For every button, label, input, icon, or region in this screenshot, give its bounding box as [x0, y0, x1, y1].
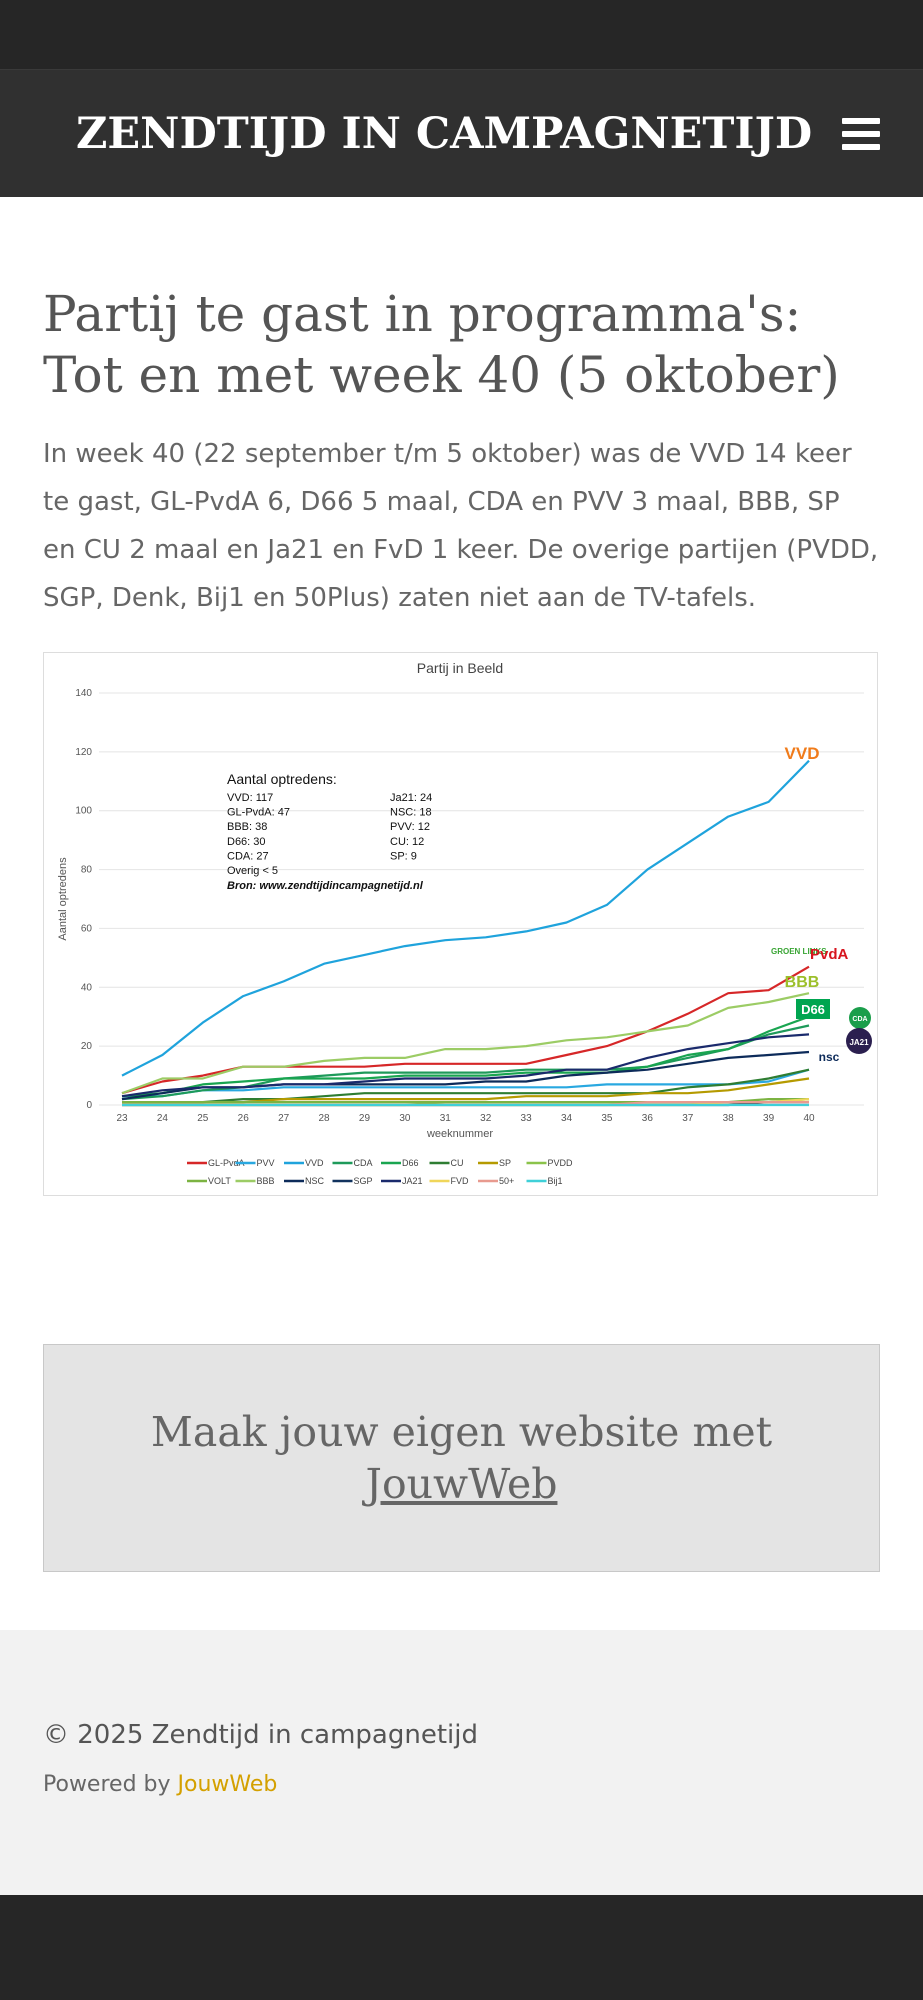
series-line-d66 [121, 1015, 810, 1098]
chart-title: Partij in Beeld [417, 660, 503, 676]
jouwweb-banner: Maak jouw eigen website met JouwWeb [43, 1344, 880, 1572]
annotation-line: CU: 12 [390, 836, 424, 848]
powered-by-link[interactable]: JouwWeb [177, 1772, 278, 1797]
legend-label: 50+ [499, 1176, 514, 1186]
x-tick-label: 30 [399, 1113, 411, 1124]
groenlinks-logo: GROEN LINKS [771, 947, 827, 956]
series-line-vvd [121, 759, 810, 1077]
legend-label: PVDD [548, 1158, 574, 1168]
nsc-logo: nsc [819, 1050, 840, 1064]
hamburger-line [842, 130, 880, 137]
x-tick-label: 39 [763, 1113, 775, 1124]
annotation-line: PVV: 12 [390, 821, 430, 833]
series-line-ja21 [121, 1033, 810, 1098]
hamburger-icon[interactable] [842, 117, 880, 150]
series-line-cu [122, 1068, 810, 1104]
banner-text: Maak jouw eigen website met JouwWeb [151, 1406, 772, 1510]
x-tick-label: 40 [803, 1113, 815, 1124]
x-tick-label: 26 [238, 1113, 250, 1124]
page-title: Partij te gast in programma's: Tot en me… [43, 285, 840, 404]
y-tick-label: 40 [81, 982, 93, 993]
footer: © 2025 Zendtijd in campagnetijd Powered … [0, 1630, 923, 1895]
x-tick-label: 29 [359, 1113, 371, 1124]
hamburger-line [842, 117, 880, 124]
annotation-line: Ja21: 24 [390, 792, 432, 804]
d66-logo: D66 [801, 1002, 825, 1017]
d66-logo-box [796, 999, 830, 1019]
x-axis-label: weeknummer [426, 1128, 493, 1140]
series-line-pvv [122, 1068, 810, 1098]
annotation-line: CDA: 27 [227, 850, 269, 862]
legend-label: D66 [402, 1158, 419, 1168]
copyright-text: © 2025 Zendtijd in campagnetijd [43, 1720, 478, 1750]
ja21-logo-circle [846, 1028, 872, 1054]
annotation-line: GL-PvdA: 47 [227, 807, 290, 819]
y-tick-label: 100 [75, 806, 92, 817]
x-tick-label: 36 [642, 1113, 654, 1124]
x-tick-label: 33 [521, 1113, 533, 1124]
jouwweb-link[interactable]: JouwWeb [365, 1460, 558, 1508]
annotation-line: BBB: 38 [227, 821, 267, 833]
y-tick-label: 80 [81, 865, 93, 876]
series-line-bbb [121, 992, 810, 1095]
y-tick-label: 140 [75, 688, 92, 699]
banner-label: Maak jouw eigen website met [150, 1408, 773, 1456]
legend-label: SP [499, 1158, 511, 1168]
legend-label: NSC [305, 1176, 325, 1186]
x-tick-label: 32 [480, 1113, 492, 1124]
x-tick-label: 23 [116, 1113, 128, 1124]
x-tick-label: 31 [440, 1113, 452, 1124]
y-tick-label: 120 [75, 747, 92, 758]
x-tick-label: 38 [723, 1113, 735, 1124]
annotation-line: VVD: 117 [227, 792, 273, 804]
y-tick-label: 20 [81, 1041, 93, 1052]
series-line-gl-pvda [121, 965, 810, 1095]
bottom-bar [0, 1895, 923, 2000]
legend-label: SGP [354, 1176, 373, 1186]
x-tick-label: 27 [278, 1113, 290, 1124]
x-tick-label: 25 [197, 1113, 209, 1124]
site-header: ZENDTIJD IN CAMPAGNETIJD [0, 70, 923, 197]
top-bar [0, 0, 923, 70]
legend-label: VOLT [208, 1176, 231, 1186]
annotation-source: Bron: www.zendtijdincampagnetijd.nl [227, 880, 424, 892]
legend-label: BBB [257, 1176, 275, 1186]
legend-label: PVV [257, 1158, 275, 1168]
annotation-line: NSC: 18 [390, 807, 432, 819]
vvd-logo: VVD [785, 744, 820, 763]
annotation-heading: Aantal optredens: [227, 771, 337, 787]
x-tick-label: 37 [682, 1113, 694, 1124]
y-tick-label: 0 [86, 1100, 92, 1111]
annotation-line: Overig < 5 [227, 865, 278, 877]
hamburger-line [842, 143, 880, 150]
y-axis-label: Aantal optredens [57, 857, 69, 941]
x-tick-label: 24 [157, 1113, 169, 1124]
legend-label: GL-PvdA [208, 1158, 245, 1168]
legend-label: FVD [451, 1176, 470, 1186]
legend-label: VVD [305, 1158, 324, 1168]
pvda-logo: PvdA [810, 946, 849, 963]
y-tick-label: 60 [81, 923, 93, 934]
article-intro: In week 40 (22 september t/m 5 oktober) … [43, 439, 879, 613]
x-tick-label: 34 [561, 1113, 573, 1124]
main-content: Partij te gast in programma's: Tot en me… [0, 284, 923, 1572]
annotation-line: SP: 9 [390, 850, 417, 862]
x-tick-label: 28 [318, 1113, 330, 1124]
ja21-logo: JA21 [849, 1038, 869, 1047]
annotation-line: D66: 30 [227, 836, 266, 848]
line-chart: Partij in Beeld 0 20 40 60 80 100 120 140 23 24 25 2… [57, 660, 872, 1186]
legend-label: Bij1 [548, 1176, 563, 1186]
bbb-logo: BBB [785, 974, 820, 991]
chart-image: Partij in Beeld 0 20 40 60 80 100 120 140 23 24 25 2… [43, 652, 878, 1196]
powered-by-label: Powered by [43, 1772, 171, 1797]
powered-by: Powered by JouwWeb [43, 1772, 880, 1797]
x-tick-label: 35 [601, 1113, 613, 1124]
legend-label: CU [451, 1158, 464, 1168]
legend-label: JA21 [402, 1176, 423, 1186]
site-title[interactable]: ZENDTIJD IN CAMPAGNETIJD [76, 108, 813, 159]
cda-logo-circle [849, 1007, 871, 1029]
legend-label: CDA [354, 1158, 373, 1168]
cda-logo: CDA [852, 1016, 867, 1023]
